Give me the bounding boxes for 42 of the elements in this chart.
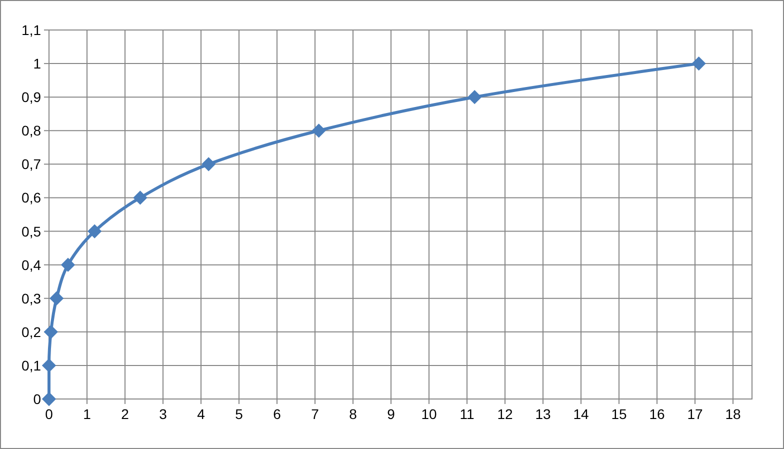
x-tick-label: 11 <box>460 406 474 422</box>
point <box>44 324 58 339</box>
x-tick-label: 2 <box>121 406 130 422</box>
x-tick-label: 13 <box>535 406 551 422</box>
point <box>42 358 56 373</box>
y-tick-label: 0,3 <box>22 290 42 306</box>
y-tick-label: 0,4 <box>22 256 42 273</box>
y-tick-label: 0,2 <box>22 324 42 340</box>
x-tick-label: 15 <box>611 406 627 422</box>
y-tick-label: 1 <box>33 56 42 72</box>
point <box>88 224 102 238</box>
x-tick-label: 3 <box>159 406 168 422</box>
x-tick-label: 7 <box>311 406 320 422</box>
y-tick-label: 0,5 <box>22 223 42 240</box>
x-tick-label: 14 <box>573 406 589 422</box>
x-tick-label: 0 <box>45 406 54 422</box>
y-tick-label: 0,1 <box>22 357 42 374</box>
point <box>133 190 148 205</box>
y-tick-label: 0,7 <box>22 156 42 172</box>
y-tick-label: 0,8 <box>22 122 42 139</box>
point <box>468 90 482 104</box>
y-tick-label: 0,6 <box>22 190 42 206</box>
x-tick-label: 18 <box>725 406 741 422</box>
x-tick-label: 10 <box>421 406 437 422</box>
point <box>692 56 706 71</box>
y-tick-label: 0 <box>33 391 42 407</box>
x-tick-label: 6 <box>273 406 282 422</box>
x-tick-label: 9 <box>387 406 396 422</box>
point <box>312 124 326 138</box>
x-tick-label: 1 <box>83 406 92 422</box>
x-tick-label: 5 <box>235 406 244 422</box>
x-tick-label: 12 <box>497 406 513 422</box>
x-tick-label: 17 <box>687 406 703 422</box>
y-tick-label: 1,1 <box>22 22 42 38</box>
point <box>202 157 216 172</box>
y-tick-label: 0,9 <box>22 89 42 106</box>
x-tick-label: 16 <box>649 406 665 422</box>
x-tick-label: 4 <box>197 406 206 422</box>
x-tick-label: 8 <box>349 406 358 422</box>
point <box>60 258 76 272</box>
point <box>50 291 64 306</box>
point <box>42 392 56 406</box>
